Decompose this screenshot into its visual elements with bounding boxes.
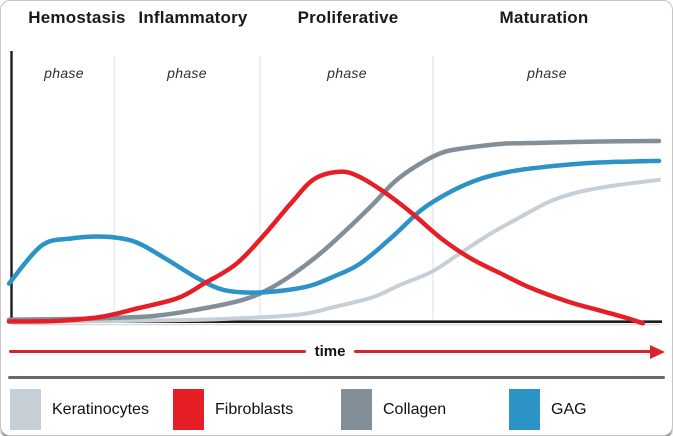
legend-item-fibroblasts: Fibroblasts (173, 389, 293, 430)
phase-header-maturation: Maturation (499, 8, 589, 27)
legend-item-keratinocytes: Keratinocytes (10, 389, 149, 430)
phase-word-2: phase (167, 65, 207, 81)
legend-item-gag: GAG (509, 389, 587, 430)
curve-collagen (6, 138, 662, 322)
curve-keratinocytes (7, 177, 661, 324)
phase-header-inflammatory: Inflammatory (138, 8, 248, 27)
legend-item-collagen: Collagen (341, 389, 446, 430)
legend-divider (8, 376, 665, 379)
legend-label-gag: GAG (551, 400, 587, 418)
legend-label-collagen: Collagen (383, 400, 447, 418)
legend-label-keratinocytes: Keratinocytes (52, 400, 149, 418)
phase-word-1: phase (44, 65, 84, 81)
time-axis: time (9, 343, 665, 360)
curve-fibroblasts (6, 169, 646, 326)
legend: Keratinocytes Fibroblasts Collagen GAG (1, 389, 672, 433)
keratinocytes-swatch (10, 389, 41, 430)
time-label: time (314, 343, 346, 360)
phase-header-hemostasis: Hemostasis (28, 8, 126, 27)
time-arrow-line-left (9, 349, 306, 354)
gag-swatch (509, 389, 540, 430)
arrow-right-icon (650, 344, 665, 359)
series-curves (6, 138, 662, 326)
phase-word-4: phase (527, 65, 567, 81)
curve-gag (6, 158, 662, 295)
phase-divider-lines (113, 56, 434, 320)
fibroblasts-swatch (173, 389, 204, 430)
phase-header-proliferative: Proliferative (297, 8, 399, 27)
phase-word-3: phase (327, 65, 367, 81)
time-arrow-line-right (354, 349, 651, 354)
legend-label-fibroblasts: Fibroblasts (215, 400, 294, 418)
collagen-swatch (341, 389, 372, 430)
